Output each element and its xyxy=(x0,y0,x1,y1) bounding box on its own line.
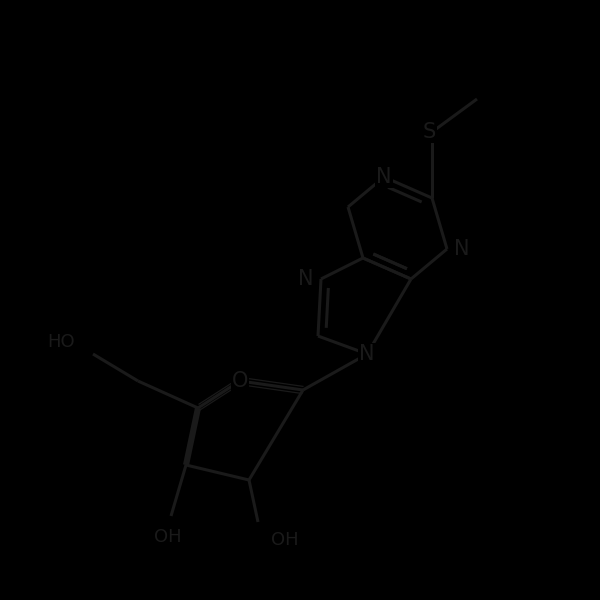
Text: HO: HO xyxy=(47,333,75,351)
Text: OH: OH xyxy=(154,528,182,546)
Text: N: N xyxy=(376,167,392,187)
Text: N: N xyxy=(298,269,314,289)
Text: S: S xyxy=(422,122,436,142)
Text: OH: OH xyxy=(271,531,299,549)
Text: N: N xyxy=(359,344,375,364)
Text: N: N xyxy=(454,239,470,259)
Text: O: O xyxy=(232,371,248,391)
